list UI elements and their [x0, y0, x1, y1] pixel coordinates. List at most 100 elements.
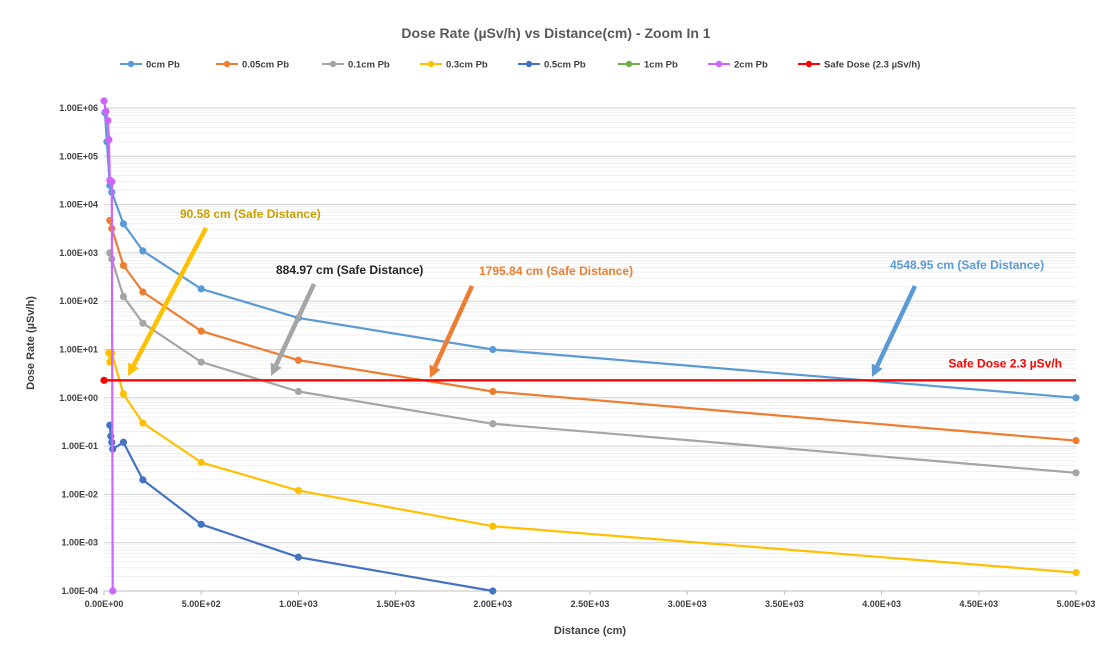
data-point: [489, 420, 497, 428]
data-point: [100, 97, 108, 105]
data-point: [139, 288, 147, 296]
legend-swatch-marker: [525, 60, 533, 68]
data-point: [105, 136, 113, 144]
legend-label: 1cm Pb: [644, 60, 678, 71]
data-point: [119, 390, 128, 398]
data-point: [197, 285, 205, 293]
data-point: [489, 522, 497, 530]
annotation-layer: 90.58 cm (Safe Distance) 884.97 cm (Safe …: [128, 207, 1062, 378]
data-point: [119, 261, 128, 270]
gridlines: [104, 107, 1076, 592]
y-tick-label: 1.00E+05: [59, 151, 98, 161]
legend-label: 2cm Pb: [734, 60, 768, 71]
x-tick-label: 1.00E+03: [279, 599, 318, 609]
legend-label: 0cm Pb: [146, 60, 180, 71]
data-point: [197, 358, 205, 366]
x-tick-label: 4.00E+03: [862, 599, 901, 609]
data-point: [100, 376, 108, 384]
data-point: [102, 107, 110, 116]
data-point: [108, 177, 116, 186]
annotation-arrow-shaft: [875, 285, 918, 368]
data-point: [119, 438, 128, 446]
annotation-label-blue: 4548.95 cm (Safe Distance): [890, 258, 1044, 272]
data-point: [1072, 394, 1080, 402]
annotation-arrow-shaft: [131, 226, 208, 367]
legend-swatch-marker: [223, 60, 231, 68]
legend-swatch-marker: [427, 60, 435, 68]
legend: 0cm Pb 0.05cm Pb 0.1cm Pb 0.3cm Pb 0.5cm Pb 1…: [120, 60, 920, 71]
annotation-label-safe-dose: Safe Dose 2.3 µSv/h: [948, 356, 1062, 370]
series-layer: [100, 97, 1080, 595]
annotation-arrow-shaft: [432, 285, 475, 369]
x-tick-label: 3.00E+03: [668, 599, 707, 609]
legend-swatch-marker: [715, 60, 723, 68]
data-point: [104, 116, 112, 125]
data-point: [294, 387, 302, 396]
legend-swatch-marker: [127, 60, 135, 68]
legend-label: Safe Dose (2.3 µSv/h): [824, 60, 920, 71]
x-tick-label: 5.00E+03: [1057, 599, 1096, 609]
y-tick-label: 1.00E+04: [59, 200, 98, 210]
data-point: [197, 520, 205, 528]
legend-swatch-marker: [805, 60, 813, 68]
x-tick-label: 2.50E+03: [571, 599, 610, 609]
annotation-label-orange: 1795.84 cm (Safe Distance): [479, 264, 633, 278]
legend-swatch-marker: [625, 60, 633, 68]
data-point: [197, 458, 205, 466]
data-point: [489, 345, 497, 354]
y-axis-title: Dose Rate (µSv/h): [25, 296, 37, 390]
x-tick-label: 5.00E+02: [182, 599, 221, 609]
series-line-1: [108, 220, 1077, 442]
legend-label: 0.05cm Pb: [242, 60, 289, 71]
data-point: [119, 220, 128, 228]
data-point: [139, 419, 147, 427]
annotation-label-yellow: 90.58 cm (Safe Distance): [180, 207, 321, 221]
annotation-arrow-shaft: [274, 283, 317, 367]
y-tick-label: 1.00E+02: [59, 296, 98, 306]
y-tick-label: 1.00E+00: [59, 393, 98, 403]
annotation-arrow-head: [128, 362, 139, 376]
legend-swatch-marker: [329, 60, 337, 68]
data-point: [1072, 436, 1080, 445]
y-tick-label: 1.00E-03: [61, 538, 98, 548]
data-point: [119, 292, 128, 301]
data-point: [139, 319, 147, 327]
legend-label: 0.3cm Pb: [446, 60, 488, 71]
legend-label: 0.1cm Pb: [348, 60, 390, 71]
annotation-arrow-head: [871, 363, 883, 377]
x-tick-label: 3.50E+03: [765, 599, 804, 609]
y-tick-label: 1.00E+01: [59, 345, 98, 355]
x-axis-title: Distance (cm): [554, 625, 626, 637]
x-tick-label: 4.50E+03: [959, 599, 998, 609]
x-tick-label: 1.50E+03: [376, 599, 415, 609]
axes: 1.00E-04 1.00E-03 1.00E-02 1.00E-01 1.00E+00…: [59, 103, 1095, 609]
chart-title: Dose Rate (µSv/h) vs Distance(cm) - Zoom…: [401, 25, 710, 41]
annotation-label-gray: 884.97 cm (Safe Distance): [276, 263, 423, 277]
y-tick-label: 1.00E-04: [61, 586, 98, 596]
data-point: [139, 247, 147, 255]
annotation-arrow-blue: [871, 285, 918, 377]
data-point: [489, 387, 497, 396]
annotation-arrow-head: [270, 362, 282, 376]
y-tick-label: 1.00E-01: [61, 441, 98, 451]
data-point: [294, 486, 302, 495]
data-point: [489, 587, 497, 595]
y-tick-label: 1.00E-02: [61, 489, 98, 499]
annotation-arrow-gray: [270, 283, 317, 376]
y-tick-label: 1.00E+03: [59, 248, 98, 258]
y-tick-label: 1.00E+06: [59, 103, 98, 113]
data-point: [139, 476, 147, 484]
annotation-arrow-yellow: [128, 226, 208, 376]
data-point: [294, 553, 302, 561]
x-tick-label: 0.00E+00: [85, 599, 124, 609]
annotation-arrow-orange: [429, 285, 475, 378]
data-point: [1072, 569, 1080, 577]
data-point: [197, 327, 205, 335]
series-line-2: [108, 252, 1077, 474]
annotation-arrow-head: [429, 364, 441, 378]
legend-label: 0.5cm Pb: [544, 60, 586, 71]
x-tick-label: 2.00E+03: [473, 599, 512, 609]
data-point: [294, 356, 302, 364]
